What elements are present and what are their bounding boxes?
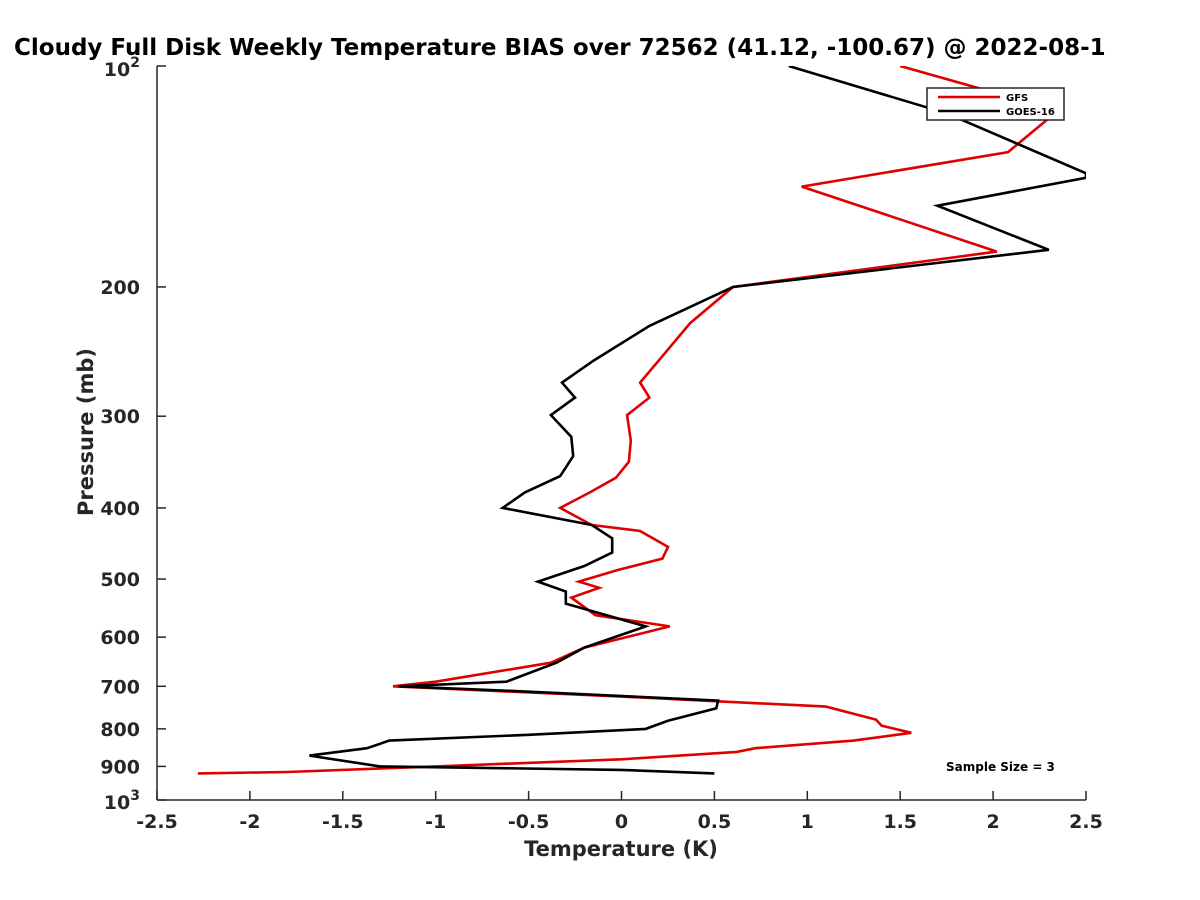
x-tick-label: 0	[615, 811, 628, 833]
sample-size-annotation: Sample Size = 3	[946, 760, 1055, 774]
x-axis-label: Temperature (K)	[524, 837, 718, 861]
y-tick-label: 200	[100, 277, 140, 299]
y-tick-label-top: 102	[104, 55, 140, 81]
y-tick-label-bottom-base: 10	[104, 792, 130, 814]
legend: GFS GOES-16	[926, 87, 1065, 121]
y-tick-label-bottom: 103	[104, 788, 140, 814]
x-tick-label: -1	[425, 811, 446, 833]
y-axis-label: Pressure (mb)	[74, 348, 98, 516]
y-tick-label: 700	[100, 676, 140, 698]
legend-label-goes16: GOES-16	[1006, 107, 1055, 118]
series-line-gfs	[197, 66, 1061, 775]
chart-title: Cloudy Full Disk Weekly Temperature BIAS…	[14, 35, 1106, 61]
x-tick-label: 0.5	[698, 811, 732, 833]
y-tick-label-top-exponent: 2	[130, 55, 140, 71]
axes-layer: -2.5 -2 -1.5 -1 -0.5 0 0.5 1 1.5 2 2.5 200 300 400 500…	[100, 65, 1103, 833]
x-tick-label: -1.5	[322, 811, 364, 833]
x-tick-label: 1	[801, 811, 814, 833]
legend-label-gfs: GFS	[1006, 93, 1028, 104]
x-tick-label: -2	[239, 811, 260, 833]
y-tick-label: 500	[100, 569, 140, 591]
y-tick-label: 600	[100, 627, 140, 649]
y-tick-label-top-base: 10	[104, 59, 130, 81]
y-tick-label: 400	[100, 498, 140, 520]
y-tick-label-bottom-exponent: 3	[130, 788, 140, 804]
x-tick-label: -0.5	[508, 811, 550, 833]
x-tick-label: 2.5	[1069, 811, 1103, 833]
y-tick-label: 900	[100, 756, 140, 778]
x-tick-label: -2.5	[136, 811, 178, 833]
y-tick-label: 300	[100, 406, 140, 428]
series-line-goes16	[309, 66, 1086, 775]
x-tick-label: 1.5	[883, 811, 917, 833]
legend-box	[926, 87, 1065, 121]
series-layer	[197, 66, 1086, 775]
plot-area: -2.5 -2 -1.5 -1 -0.5 0 0.5 1 1.5 2 2.5 200 300 400 500…	[100, 65, 1103, 833]
y-tick-label: 800	[100, 719, 140, 741]
x-tick-label: 2	[986, 811, 999, 833]
